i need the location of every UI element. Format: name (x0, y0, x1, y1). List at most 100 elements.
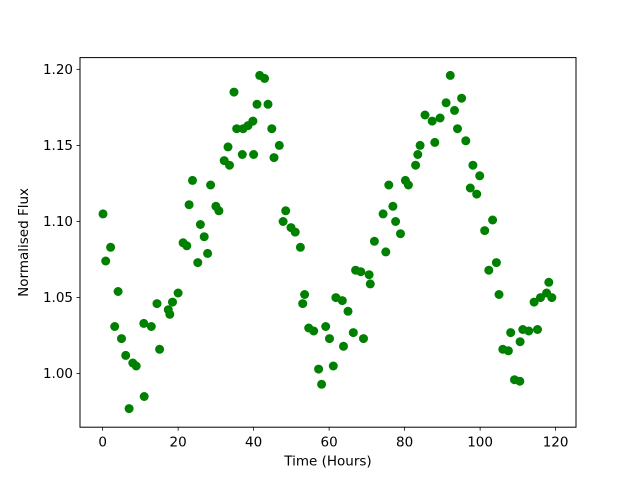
data-point (237, 150, 247, 159)
data-point (298, 299, 308, 309)
y-tick-label: 1.20 (43, 62, 73, 78)
data-point (411, 160, 421, 170)
x-tick-label: 120 (543, 435, 569, 451)
data-point (317, 379, 327, 389)
data-point (506, 328, 516, 338)
data-point (491, 258, 501, 268)
data-point (110, 322, 120, 331)
data-point (529, 297, 539, 307)
data-point (152, 299, 162, 309)
data-point (465, 183, 475, 193)
data-point (457, 93, 467, 103)
data-point (260, 73, 270, 83)
data-point (515, 376, 525, 386)
data-point (139, 392, 149, 401)
data-point (388, 201, 398, 211)
data-point (480, 226, 490, 236)
data-point (173, 288, 183, 298)
data-point (515, 337, 525, 347)
data-point (435, 113, 445, 123)
data-point (384, 180, 394, 190)
data-point (113, 287, 123, 296)
data-point (364, 270, 374, 280)
data-point (155, 344, 165, 354)
data-point (300, 290, 310, 299)
data-point (249, 150, 259, 159)
x-tick-label: 60 (321, 435, 338, 451)
y-axis-label: Normalised Flux (16, 188, 32, 297)
data-point (193, 258, 203, 268)
data-point (536, 293, 545, 303)
x-tick-label: 20 (170, 435, 187, 451)
x-tick-label: 40 (245, 435, 262, 451)
y-tick-label: 1.05 (43, 290, 73, 306)
data-point (165, 309, 175, 319)
data-point (184, 200, 194, 210)
data-point (101, 256, 111, 266)
data-point (544, 277, 554, 287)
data-point (309, 326, 319, 336)
data-point (146, 322, 156, 331)
data-point (441, 98, 451, 108)
data-point (468, 160, 478, 170)
data-point (229, 87, 239, 97)
data-point (359, 334, 368, 344)
data-point (278, 217, 288, 226)
data-point (321, 322, 331, 331)
data-point (547, 293, 557, 303)
data-point (420, 110, 430, 120)
data-point (427, 116, 437, 126)
data-point (378, 209, 388, 219)
data-point (295, 242, 305, 252)
data-point (356, 267, 366, 277)
data-point (533, 325, 542, 334)
data-point (328, 361, 338, 371)
data-point (131, 361, 141, 371)
data-point (281, 206, 291, 216)
data-point (124, 404, 134, 414)
data-point (263, 99, 273, 109)
data-point (225, 160, 234, 170)
data-point (488, 215, 498, 225)
data-point (524, 326, 534, 336)
data-point (365, 279, 375, 289)
data-point (232, 124, 242, 134)
data-point (461, 136, 471, 146)
x-tick-label: 80 (396, 435, 413, 451)
data-point (98, 209, 108, 219)
data-point (206, 180, 216, 190)
data-point (168, 297, 177, 307)
data-point (188, 175, 197, 185)
data-point (139, 318, 149, 328)
data-point (391, 217, 401, 226)
x-axis-label: Time (Hours) (283, 454, 371, 470)
x-tick-label: 100 (467, 435, 493, 451)
data-point (430, 137, 440, 147)
scatter-points (98, 70, 557, 414)
y-tick-label: 1.10 (43, 214, 73, 230)
data-point (203, 248, 213, 258)
data-point (413, 150, 423, 159)
data-point (403, 180, 413, 190)
data-point (290, 227, 300, 237)
data-point (267, 124, 277, 134)
data-point (415, 140, 425, 150)
data-point (484, 265, 494, 275)
data-point (453, 124, 462, 134)
y-tick-label: 1.00 (43, 366, 73, 382)
data-point (182, 241, 192, 251)
data-point (248, 116, 258, 126)
data-point (348, 328, 358, 338)
data-point (337, 296, 347, 306)
y-axis: 1.00 1.05 1.10 1.15 1.20 (43, 62, 80, 382)
data-point (195, 220, 205, 229)
data-point (494, 290, 504, 299)
data-point (199, 232, 209, 242)
data-point (343, 306, 353, 316)
x-axis: 0 20 40 60 80 100 120 (98, 427, 569, 451)
data-point (503, 346, 513, 356)
data-point (450, 105, 459, 115)
data-point (252, 99, 262, 109)
